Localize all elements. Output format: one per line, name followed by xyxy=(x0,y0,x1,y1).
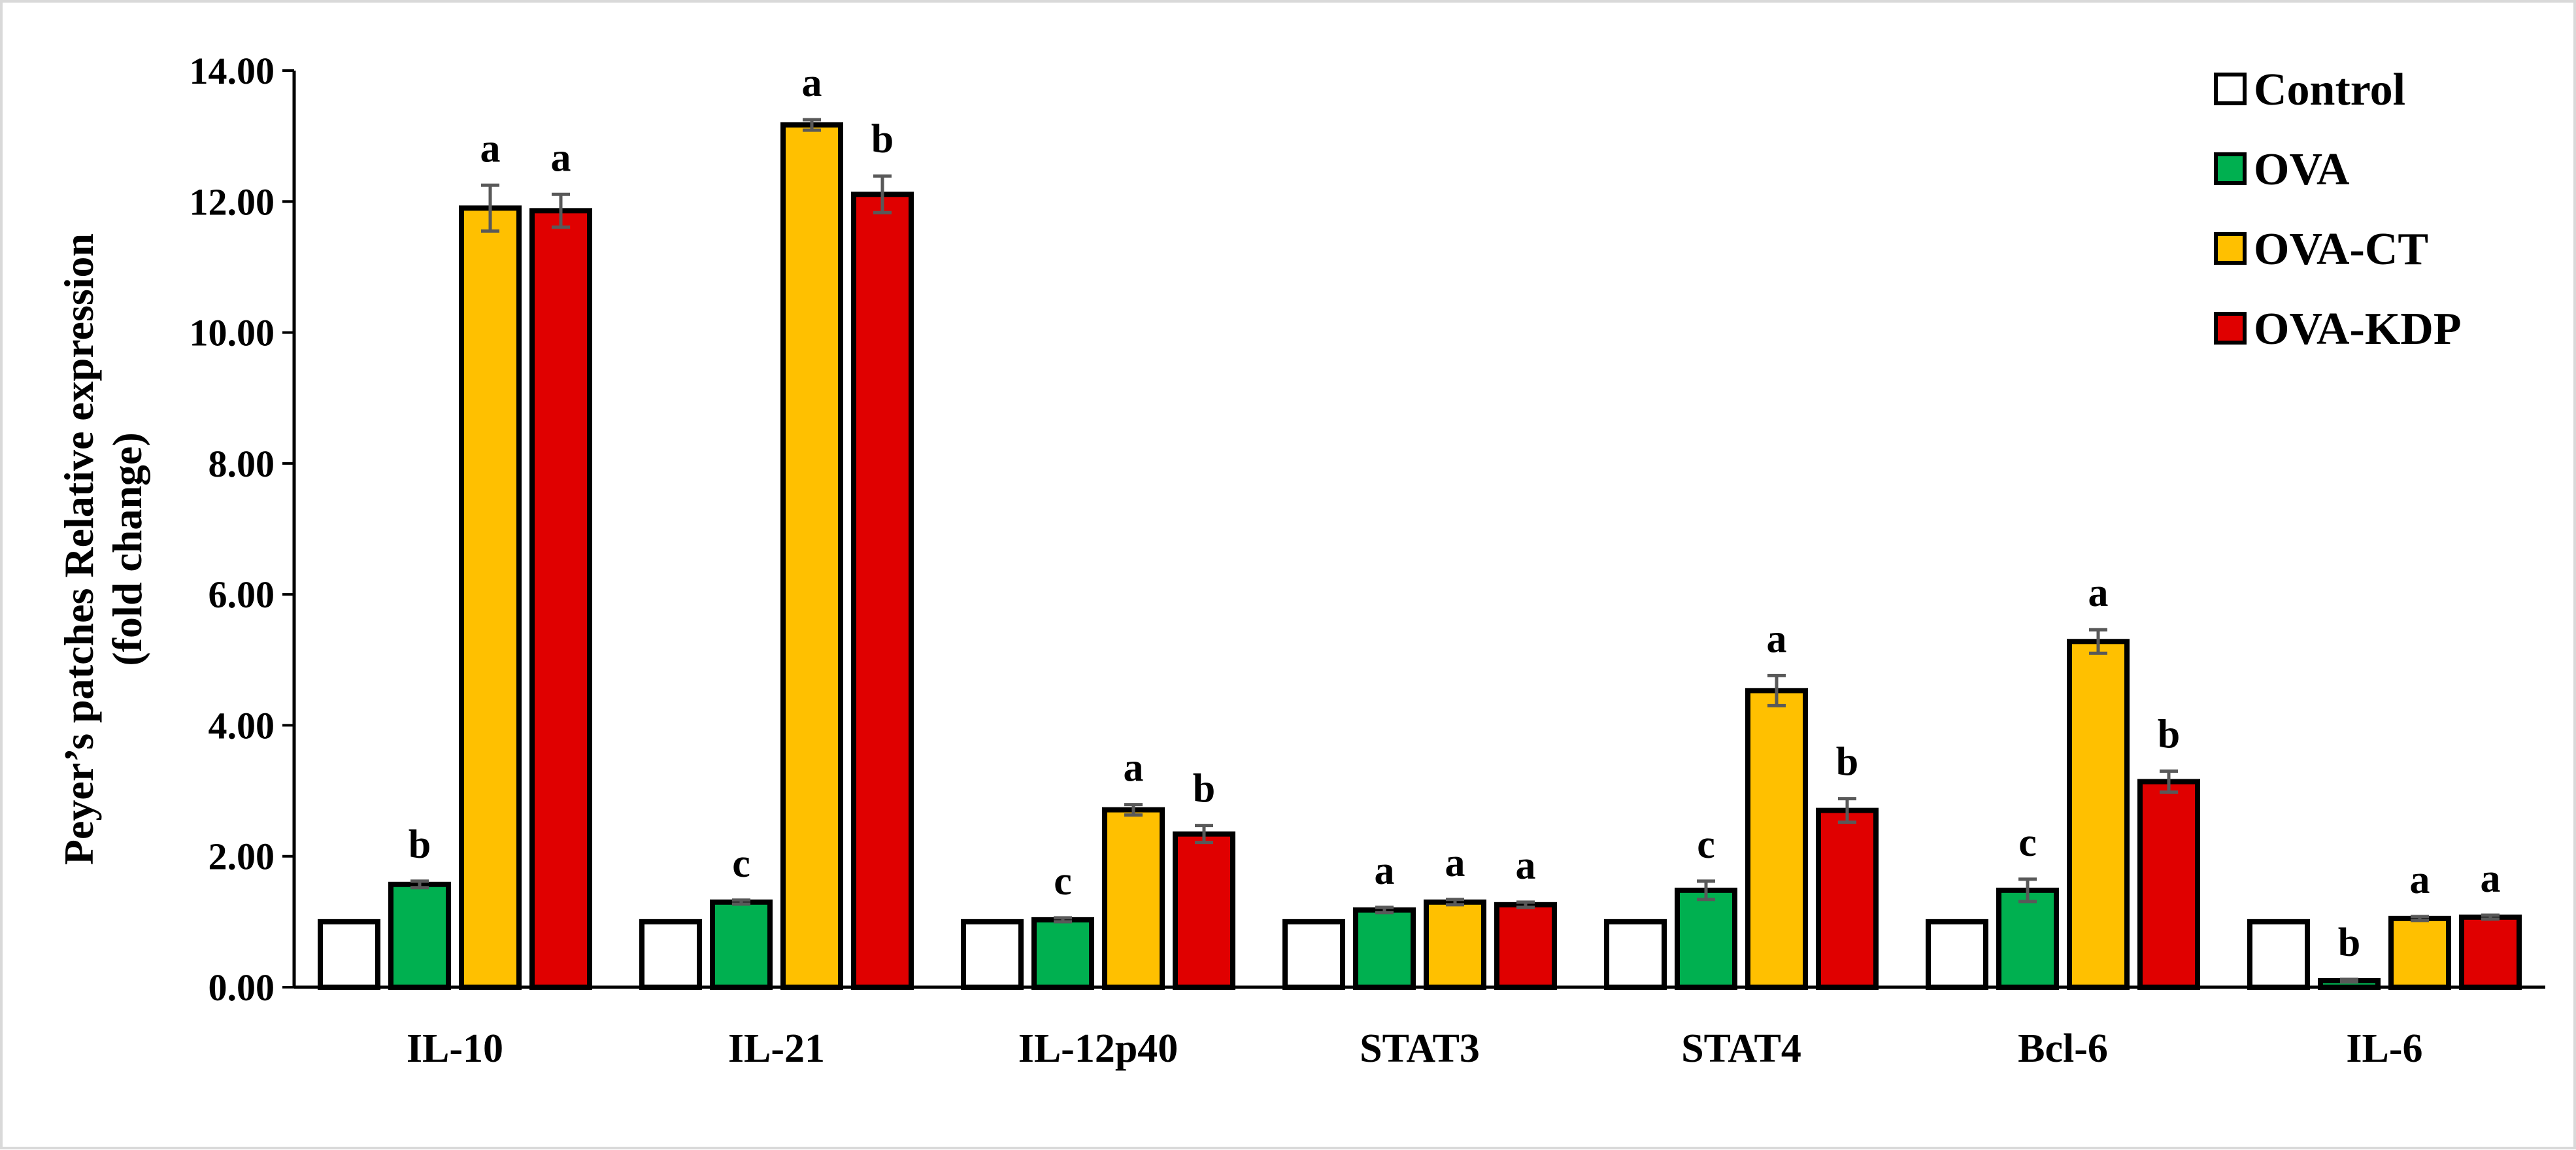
x-tick-label: IL-21 xyxy=(728,1026,825,1071)
significance-label: a xyxy=(1767,617,1787,661)
significance-label: a xyxy=(2410,858,2430,902)
x-tick-label: IL-6 xyxy=(2346,1026,2422,1071)
bar-ova-ct-il-10 xyxy=(459,205,522,990)
x-axis-ticks: IL-10 IL-21 IL-12p40 STAT3 STAT4 Bcl-6 IL-6 xyxy=(407,1026,2423,1071)
bar-ova-ct-il-21 xyxy=(780,122,843,990)
x-tick-label: IL-12p40 xyxy=(1018,1026,1179,1071)
bar-ova-il-10 xyxy=(388,881,451,990)
bar-ova-il-21 xyxy=(710,899,773,990)
significance-label: b xyxy=(871,117,894,161)
y-tick-label: 6.00 xyxy=(209,573,275,616)
bar-ova-kdp-il-10 xyxy=(529,208,592,990)
y-tick-label: 4.00 xyxy=(209,704,275,747)
y-tick-label: 2.00 xyxy=(209,836,275,878)
significance-label: b xyxy=(1193,767,1215,811)
legend-label-control: Control xyxy=(2254,65,2405,115)
x-tick-label: STAT4 xyxy=(1681,1026,1801,1071)
bar-control-stat4 xyxy=(1604,919,1667,990)
legend-swatch-ova-kdp xyxy=(2214,312,2247,345)
y-tick-label: 10.00 xyxy=(190,312,275,354)
bar-ova-ct-stat4 xyxy=(1745,688,1808,990)
significance-label: b xyxy=(2338,921,2360,965)
significance-label: c xyxy=(1697,822,1715,867)
significance-label: a xyxy=(551,135,571,180)
significance-label: b xyxy=(2158,713,2180,757)
y-tick-label: 0.00 xyxy=(209,966,275,1009)
x-tick-label: IL-10 xyxy=(407,1026,503,1071)
bar-ova-stat4 xyxy=(1675,887,1737,990)
significance-label: c xyxy=(1054,859,1072,904)
significance-label: a xyxy=(802,61,822,105)
legend-label-ova-ct: OVA-CT xyxy=(2254,224,2428,275)
bar-ova-kdp-stat4 xyxy=(1816,807,1879,990)
axes xyxy=(292,71,2545,989)
legend-label-ova-kdp: OVA-KDP xyxy=(2254,304,2462,354)
bar-ova-ct-stat3 xyxy=(1424,899,1486,990)
bar-ova-il-12p40 xyxy=(1031,917,1094,990)
significance-label: a xyxy=(2481,856,2501,901)
bars: b a a c a b c a b a a a c a b c a b b a a xyxy=(318,61,2522,990)
bar-control-bcl-6 xyxy=(1926,919,1988,990)
y-axis-ticks: 0.00 2.00 4.00 6.00 8.00 10.00 12.00 14.00 xyxy=(190,50,294,1009)
bar-control-stat3 xyxy=(1282,919,1345,990)
y-tick-label: 8.00 xyxy=(209,443,275,485)
legend-label-ova: OVA xyxy=(2254,144,2350,195)
bar-ova-ct-il-12p40 xyxy=(1102,807,1165,990)
x-tick-label: STAT3 xyxy=(1360,1026,1480,1071)
significance-label: a xyxy=(2088,571,2109,615)
bar-control-il-10 xyxy=(318,919,380,990)
significance-label: a xyxy=(1375,849,1395,893)
bar-control-il-12p40 xyxy=(961,919,1024,990)
bar-ova-bcl-6 xyxy=(1996,887,2059,990)
legend-swatch-ova-ct xyxy=(2214,232,2247,265)
bar-ova-kdp-il-21 xyxy=(851,192,914,990)
legend: Control OVA OVA-CT OVA-KDP xyxy=(2214,65,2462,354)
significance-label: a xyxy=(480,126,501,171)
bar-ova-kdp-bcl-6 xyxy=(2137,779,2200,990)
significance-label: c xyxy=(732,841,750,886)
y-axis-label-line1: Peyer’s patches Relative expression xyxy=(56,233,102,865)
bar-chart: Peyer’s patches Relative expression (fol… xyxy=(56,50,2545,1071)
y-tick-label: 14.00 xyxy=(190,50,275,92)
significance-label: a xyxy=(1124,746,1144,790)
y-axis-label-line2: (fold change) xyxy=(104,432,150,666)
bar-ova-ct-bcl-6 xyxy=(2067,639,2130,990)
significance-label: a xyxy=(1445,841,1465,885)
significance-label: a xyxy=(1516,843,1536,888)
x-tick-label: Bcl-6 xyxy=(2018,1026,2108,1071)
significance-label: b xyxy=(1836,740,1858,785)
bar-ova-kdp-stat3 xyxy=(1494,902,1557,990)
y-axis-label: Peyer’s patches Relative expression (fol… xyxy=(56,233,150,865)
significance-label: b xyxy=(409,822,431,867)
bar-ova-kdp-il-6 xyxy=(2459,914,2522,990)
legend-swatch-ova xyxy=(2214,152,2247,185)
significance-label: c xyxy=(2018,820,2037,865)
bar-control-il-21 xyxy=(639,919,702,990)
bar-ova-kdp-il-12p40 xyxy=(1173,831,1235,990)
bar-ova-stat3 xyxy=(1353,907,1416,990)
bar-ova-ct-il-6 xyxy=(2388,915,2451,990)
bar-control-il-6 xyxy=(2247,919,2310,990)
y-tick-label: 12.00 xyxy=(190,180,275,223)
legend-swatch-control xyxy=(2214,73,2247,105)
